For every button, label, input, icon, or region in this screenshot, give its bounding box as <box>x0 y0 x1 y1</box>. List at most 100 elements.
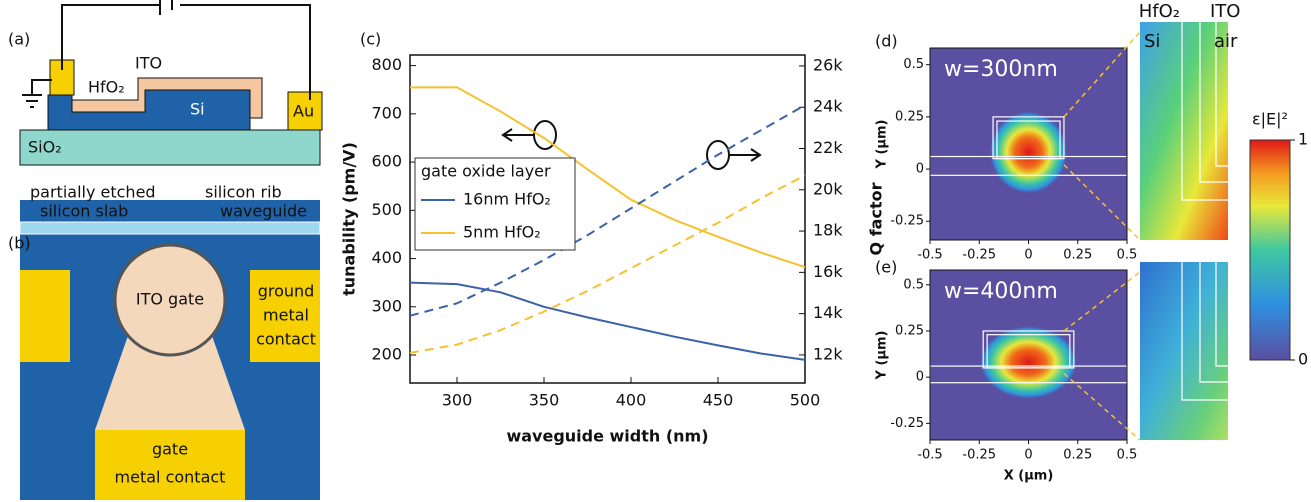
panel-label: (a) <box>8 30 30 49</box>
ground <box>22 79 52 108</box>
x-tick-label: 0.25 <box>1063 448 1092 463</box>
wire <box>61 4 311 100</box>
y2-tick-label: 12k <box>813 344 843 363</box>
x-tick-label: 300 <box>442 391 473 410</box>
y-tick-label: -0.25 <box>890 214 924 229</box>
y2-tick-label: 14k <box>813 303 843 322</box>
y-axis-title: Y (μm) <box>875 331 890 381</box>
x-tick-label: 0.25 <box>1063 248 1092 263</box>
label: SiO₂ <box>28 138 62 157</box>
arrow <box>501 128 535 142</box>
inset-label: HfO₂ <box>1139 1 1180 22</box>
label: partially etched <box>30 183 156 202</box>
x-tick-label: 0.5 <box>1117 248 1138 263</box>
y-tick-label: 0.25 <box>895 109 924 124</box>
label: Au <box>293 102 314 121</box>
label: metal contact <box>115 468 226 487</box>
label: silicon rib <box>205 183 282 202</box>
plot-frame <box>409 54 806 384</box>
annotation: w=400nm <box>944 279 1058 304</box>
x-tick-label: -0.5 <box>917 248 942 263</box>
legend-label: 16nm HfO₂ <box>463 190 551 209</box>
colorbar <box>1249 139 1291 361</box>
label: ground <box>258 282 315 301</box>
x-tick-label: 0 <box>1024 248 1032 263</box>
ground-contact <box>20 270 70 362</box>
panel-b: (b) partially etched silicon slab silico… <box>8 183 321 500</box>
series-line <box>410 86 806 269</box>
x-tick-label: 500 <box>790 391 821 410</box>
x-tick-label: 450 <box>703 391 734 410</box>
x-tick-label: -0.5 <box>917 448 942 463</box>
label: Si <box>190 100 205 119</box>
y2-tick-label: 22k <box>813 138 843 157</box>
panel-label: (b) <box>8 234 31 253</box>
x-axis-title: X (μm) <box>1004 469 1054 484</box>
field <box>979 325 1078 400</box>
y-tick-label: 800 <box>371 55 402 74</box>
panel-a: (a) ITO HfO₂ Si Au SiO₂ <box>8 0 323 166</box>
ito-layer <box>71 77 263 119</box>
x-tick-label: 350 <box>529 391 560 410</box>
y-tick-label: 600 <box>371 152 402 171</box>
y-axis-title: Y (μm) <box>875 120 890 170</box>
inset-label: air <box>1214 31 1238 52</box>
x-tick-label: 400 <box>616 391 647 410</box>
y2-tick-label: 24k <box>813 97 843 116</box>
slab <box>19 221 321 235</box>
legend-box <box>414 157 576 251</box>
x-tick-label: 0 <box>1024 448 1032 463</box>
x-tick-label: -0.25 <box>962 248 996 263</box>
inset-label: Si <box>1144 31 1160 52</box>
y-axis-title: tunability (pm/V) <box>340 142 359 296</box>
y2-tick-label: 26k <box>813 55 843 74</box>
series-line <box>409 174 806 354</box>
y-tick-label: 0.5 <box>903 277 924 292</box>
legend-label: 5nm HfO₂ <box>463 223 541 242</box>
gate-contact <box>95 430 245 500</box>
y2-tick-label: 20k <box>813 179 843 198</box>
label: HfO₂ <box>88 78 125 97</box>
label: waveguide <box>220 202 307 221</box>
arrow <box>728 148 762 162</box>
inset-outline <box>1181 22 1228 201</box>
label: metal <box>263 306 309 325</box>
y2-tick-label: 18k <box>813 221 843 240</box>
y-tick-label: 0.5 <box>903 57 924 72</box>
field <box>989 110 1068 195</box>
y-tick-label: 300 <box>371 296 402 315</box>
label: ITO <box>135 54 162 73</box>
zoom-line <box>1063 372 1141 441</box>
label: ITO gate <box>136 290 204 309</box>
ground-contact <box>250 270 320 362</box>
y-tick-label: -0.25 <box>890 416 924 431</box>
legend-title: gate oxide layer <box>421 162 551 181</box>
waveguide-outline <box>986 334 1071 369</box>
x-tick-label: -0.25 <box>962 448 996 463</box>
annotation: w=300nm <box>944 57 1058 82</box>
sio2-layer <box>19 129 321 166</box>
label: gate <box>152 440 188 459</box>
y-tick-label: 0 <box>916 162 924 177</box>
y2-axis-title: Q factor <box>867 182 886 255</box>
gate-stem <box>95 330 245 430</box>
panel-label: (e) <box>875 258 897 277</box>
ito-gate <box>113 243 227 357</box>
zoom-inset <box>1140 22 1228 240</box>
panel-label: (c) <box>360 30 381 49</box>
zoom-line <box>1063 31 1141 118</box>
x-tick-label: 0.5 <box>1117 448 1138 463</box>
zoom-inset <box>1140 262 1228 440</box>
contact <box>287 91 323 131</box>
label: contact <box>256 330 316 349</box>
zoom-line <box>1063 271 1141 332</box>
y-tick-label: 200 <box>371 345 402 364</box>
colorbar-tick-label: 0 <box>1298 350 1308 369</box>
y-tick-label: 700 <box>371 103 402 122</box>
panel-label: (d) <box>875 32 898 51</box>
y-tick-label: 0.25 <box>895 323 924 338</box>
waveguide-outline <box>996 120 1061 160</box>
label: silicon slab <box>40 202 128 221</box>
axis-hints <box>501 120 762 170</box>
